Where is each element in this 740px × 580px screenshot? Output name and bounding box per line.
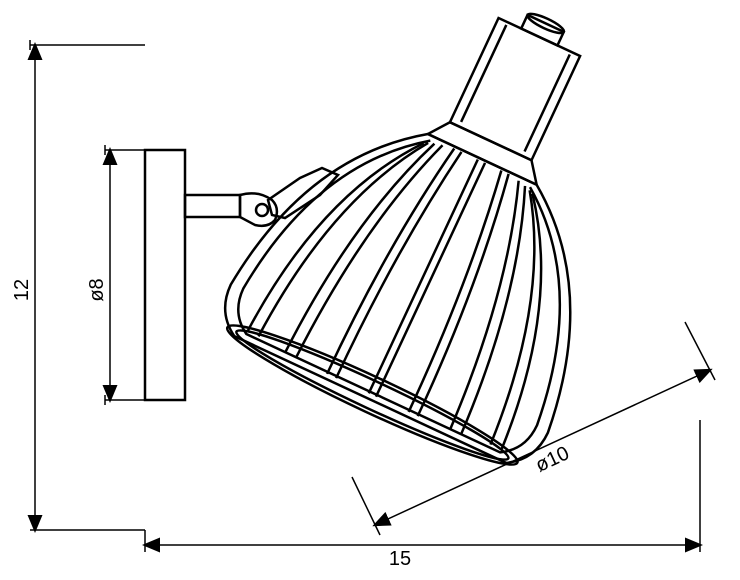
dim-overall-width-label: 15 [389,548,411,570]
dim-overall-width: 15 [145,420,700,570]
wall-plate [145,150,185,400]
dim-wallplate-diameter: ø8 [86,145,145,405]
dim-wallplate-diameter-label: ø8 [86,278,108,301]
dim-shade-diameter: ø10 [352,322,715,535]
dim-overall-height: 12 [11,40,145,530]
lamp-head [206,0,706,485]
dim-overall-height-label: 12 [11,279,33,301]
lamp-shade [206,85,641,485]
lamp-socket [450,0,589,160]
